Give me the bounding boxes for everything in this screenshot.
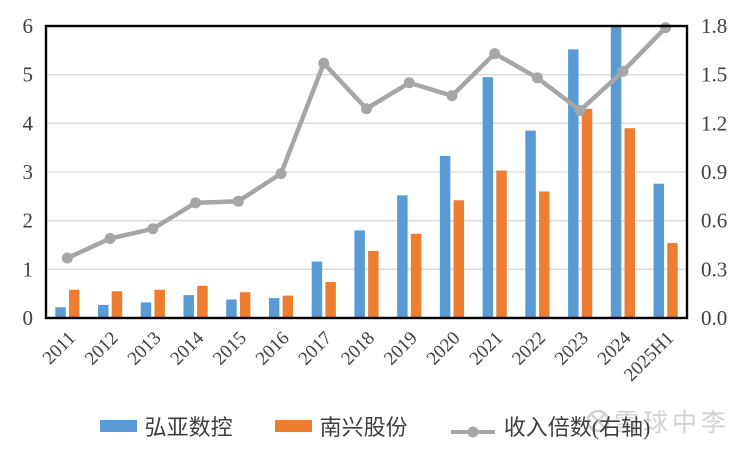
bar-nanxing-2019 [410, 233, 422, 318]
bar-hongya-2023 [568, 49, 579, 319]
bar-nanxing-2016 [282, 295, 294, 318]
right-axis-tick: 1.5 [701, 63, 727, 87]
legend-swatch-orange-bar [274, 420, 312, 432]
x-axis-label-2017: 2017 [295, 328, 337, 370]
line-marker-2025H1 [660, 22, 672, 34]
x-axis-label-2012: 2012 [81, 328, 123, 370]
right-axis-tick: 0.0 [701, 306, 727, 330]
bar-hongya-2020 [439, 155, 451, 318]
bar-nanxing-2025H1 [667, 243, 678, 318]
x-axis-label-2015: 2015 [209, 328, 251, 370]
bar-nanxing-2021 [496, 170, 507, 318]
bar-hongya-2011 [55, 307, 66, 318]
bar-nanxing-2011 [68, 289, 80, 318]
line-marker-2018 [361, 103, 372, 115]
line-marker-glyph [450, 426, 495, 438]
legend-label-revenue-ratio: 收入倍数(右轴) [503, 415, 651, 440]
x-axis-label-2023: 2023 [551, 328, 593, 370]
bar-hongya-2024 [610, 26, 622, 319]
bar-nanxing-2013 [154, 289, 165, 318]
x-axis-label-2020: 2020 [423, 328, 465, 370]
line-marker-2017 [318, 57, 330, 69]
legend-item-revenue-ratio: 收入倍数(右轴) [450, 410, 651, 442]
x-axis-label-2021: 2021 [466, 328, 508, 370]
x-axis-label-2019: 2019 [380, 328, 422, 370]
right-axis-tick: 0.6 [701, 209, 727, 233]
left-axis-tick: 3 [23, 160, 34, 184]
bar-nanxing-2020 [453, 200, 465, 318]
left-axis-tick: 5 [23, 63, 34, 87]
x-axis-label-2022: 2022 [508, 328, 550, 370]
plot-border [44, 24, 689, 320]
legend-item-nanxing: 南兴股份 [274, 410, 408, 442]
bar-hongya-2018 [354, 230, 365, 318]
chart-legend: 弘亚数控 南兴股份 收入倍数(右轴) [0, 408, 750, 444]
line-marker-2013 [147, 223, 159, 235]
bar-nanxing-2015 [239, 292, 251, 318]
line-marker-2022 [531, 72, 543, 84]
right-axis-tick: 1.2 [701, 111, 727, 135]
legend-item-hongya: 弘亚数控 [99, 410, 233, 442]
legend-swatch-gray-line [450, 419, 496, 438]
bar-nanxing-2022 [539, 191, 550, 318]
bar-nanxing-2014 [197, 285, 208, 318]
x-axis-label-2018: 2018 [337, 328, 379, 370]
bar-nanxing-2018 [368, 250, 379, 318]
line-marker-2011 [61, 252, 73, 264]
bar-hongya-2012 [98, 304, 109, 318]
left-axis-tick: 6 [23, 14, 34, 38]
line-marker-2023 [574, 104, 586, 116]
bar-hongya-2016 [268, 298, 280, 318]
bar-hongya-2025H1 [653, 183, 665, 318]
legend-swatch-blue-bar [99, 420, 137, 432]
bar-hongya-2022 [525, 130, 536, 318]
x-axis-label-2013: 2013 [124, 328, 166, 370]
bar-nanxing-2024 [624, 128, 635, 318]
line-marker-2015 [232, 195, 244, 207]
x-axis-label-2016: 2016 [252, 328, 294, 370]
bar-nanxing-2012 [111, 291, 123, 318]
right-axis-tick: 0.3 [701, 257, 727, 281]
legend-label-nanxing: 南兴股份 [319, 415, 408, 440]
bar-hongya-2015 [226, 299, 237, 318]
legend-label-hongya: 弘亚数控 [144, 415, 233, 440]
bar-nanxing-2017 [325, 281, 336, 318]
bar-hongya-2017 [311, 261, 323, 318]
right-axis-tick: 1.8 [701, 14, 727, 38]
right-axis-tick: 0.9 [701, 160, 727, 184]
revenue-comparison-chart: 0 1 2 3 4 5 6 0.0 0.3 0.6 0.9 1.2 1.5 1.8 2011 2012 2013… [23, 14, 728, 386]
line-marker-2019 [403, 77, 415, 89]
left-axis-tick: 0 [23, 306, 34, 330]
x-axis-label-2011: 2011 [39, 328, 80, 369]
left-axis-tick: 1 [23, 257, 34, 281]
bar-hongya-2013 [140, 302, 152, 318]
line-marker-2016 [275, 168, 287, 180]
line-marker-2024 [617, 65, 629, 77]
x-axis-label-2014: 2014 [166, 327, 208, 369]
line-marker-2014 [190, 197, 202, 209]
line-marker-2021 [489, 48, 501, 60]
left-axis-tick: 2 [23, 209, 34, 233]
bar-hongya-2014 [183, 295, 194, 318]
line-marker-2020 [446, 90, 458, 102]
bar-nanxing-2023 [581, 108, 593, 318]
line-marker-2012 [104, 233, 116, 245]
bar-hongya-2021 [482, 77, 494, 318]
bar-hongya-2019 [397, 195, 408, 318]
left-axis-tick: 4 [23, 111, 34, 135]
